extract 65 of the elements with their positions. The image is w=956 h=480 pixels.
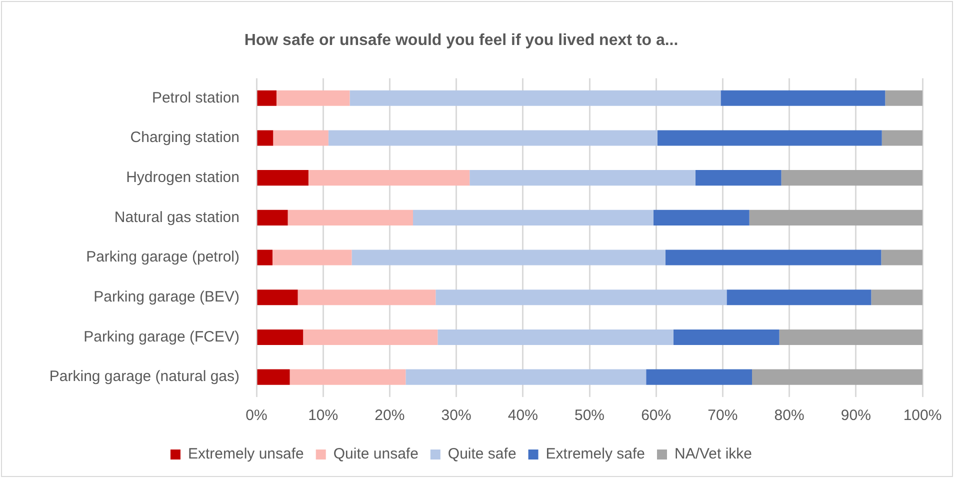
bar [352, 250, 666, 266]
x-tick-label: 30% [441, 407, 472, 424]
y-tick-label: Parking garage (natural gas) [49, 368, 240, 386]
bar [881, 250, 922, 266]
bar [273, 130, 328, 146]
bar [779, 329, 922, 345]
y-tick-label: Parking garage (BEV) [94, 288, 240, 306]
bar [303, 329, 438, 345]
bar [350, 90, 721, 106]
bar [257, 250, 272, 266]
bar [871, 290, 922, 306]
y-tick-label: Charging station [130, 129, 240, 146]
bar [665, 250, 882, 266]
legend-label: Quite safe [448, 446, 516, 463]
bar [646, 369, 752, 385]
bar [272, 250, 352, 266]
x-tick-label: 90% [840, 407, 871, 424]
legend-label: Extremely safe [546, 446, 645, 463]
bar [257, 130, 274, 146]
legend-label: NA/Vet ikke [674, 446, 752, 463]
bar [695, 170, 782, 186]
bar [882, 130, 922, 146]
bar [749, 210, 922, 226]
bar [298, 290, 436, 306]
bar [781, 170, 922, 186]
bar [752, 369, 922, 385]
chart-title: How safe or unsafe would you feel if you lived next to a... [244, 32, 678, 50]
y-tick-label: Petrol station [152, 89, 240, 106]
bar [308, 170, 470, 186]
x-tick-label: 0% [246, 407, 268, 424]
x-tick-label: 10% [308, 407, 338, 424]
y-tick-label: Natural gas station [114, 208, 240, 226]
bar [257, 210, 288, 226]
x-tick-label: 70% [708, 407, 738, 424]
bar [328, 130, 658, 146]
x-tick-label: 40% [508, 407, 538, 424]
bar [257, 90, 276, 106]
legend-label: Extremely unsafe [188, 446, 304, 463]
bar [720, 90, 886, 106]
bar [436, 290, 727, 306]
x-tick-label: 60% [641, 407, 672, 424]
bar [257, 329, 304, 345]
bar [470, 170, 696, 186]
bar [288, 210, 414, 226]
y-tick-label: Hydrogen station [126, 168, 240, 186]
bar [438, 329, 674, 345]
bar [657, 130, 882, 146]
bar [257, 369, 290, 385]
y-tick-label: Parking garage (FCEV) [84, 328, 240, 346]
bar [276, 90, 350, 106]
bar [290, 369, 406, 385]
bar [673, 329, 780, 345]
legend-label: Quite unsafe [333, 446, 418, 463]
x-tick-label: 100% [903, 407, 942, 424]
x-tick-label: 20% [374, 407, 405, 424]
bar [413, 210, 654, 226]
bar [885, 90, 922, 106]
bar [257, 170, 308, 186]
x-tick-label: 80% [774, 407, 804, 424]
bar [257, 290, 298, 306]
bar [406, 369, 646, 385]
bar [726, 290, 872, 306]
bar [653, 210, 750, 226]
y-tick-label: Parking garage (petrol) [86, 248, 240, 266]
x-tick-label: 50% [574, 407, 605, 424]
